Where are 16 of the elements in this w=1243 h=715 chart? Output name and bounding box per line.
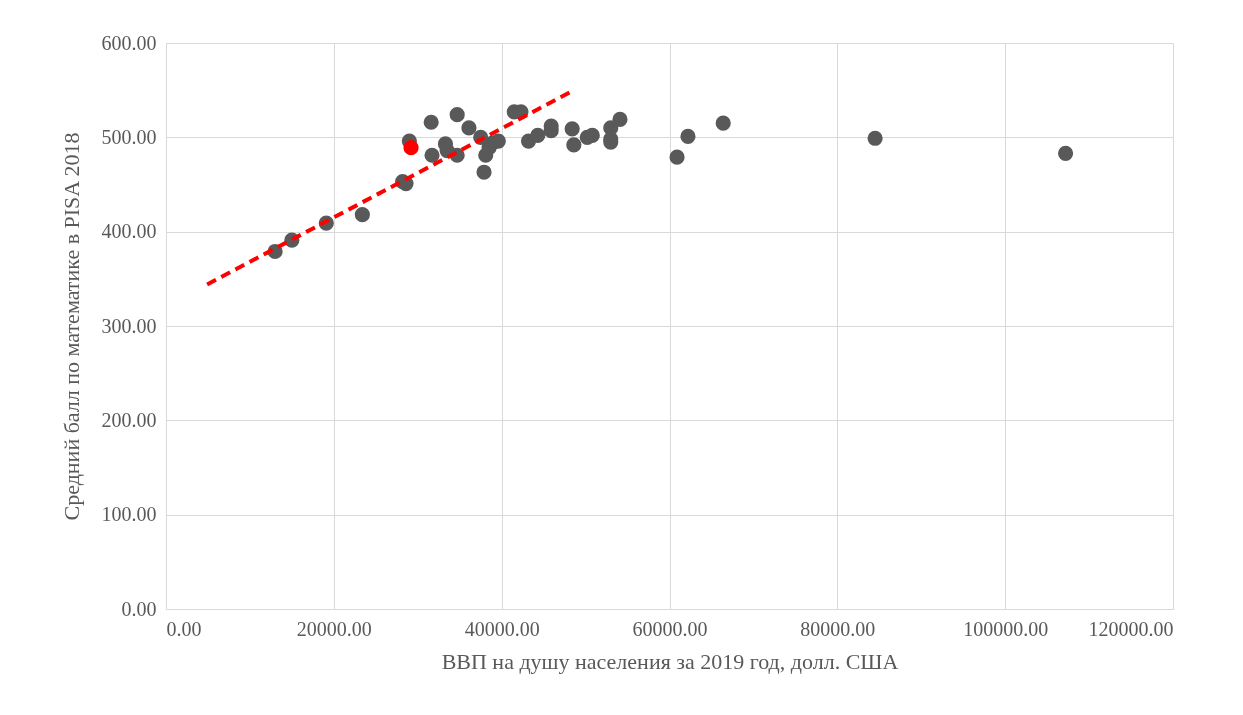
y-axis-title: Средний балл по математике в PISA 2018 [58, 132, 84, 521]
x-tick-label: 20000.00 [296, 617, 372, 640]
y-tick-label: 200.00 [101, 408, 157, 431]
y-tick-label: 0.00 [121, 597, 157, 620]
y-tick-label: 100.00 [101, 503, 157, 526]
y-tick-label: 600.00 [101, 31, 157, 54]
x-tick-label: 40000.00 [464, 617, 540, 640]
y-tick-label: 400.00 [101, 220, 157, 243]
x-tick-label: 120000.00 [1088, 617, 1174, 640]
x-tick-label: 100000.00 [963, 617, 1049, 640]
y-tick-label: 500.00 [101, 125, 157, 148]
x-tick-label: 80000.00 [800, 617, 876, 640]
x-tick-label: 0.00 [166, 617, 202, 640]
x-tick-label: 60000.00 [632, 617, 708, 640]
y-tick-label: 300.00 [101, 314, 157, 337]
x-axis-title: ВВП на душу населения за 2019 год, долл. США [441, 648, 899, 674]
